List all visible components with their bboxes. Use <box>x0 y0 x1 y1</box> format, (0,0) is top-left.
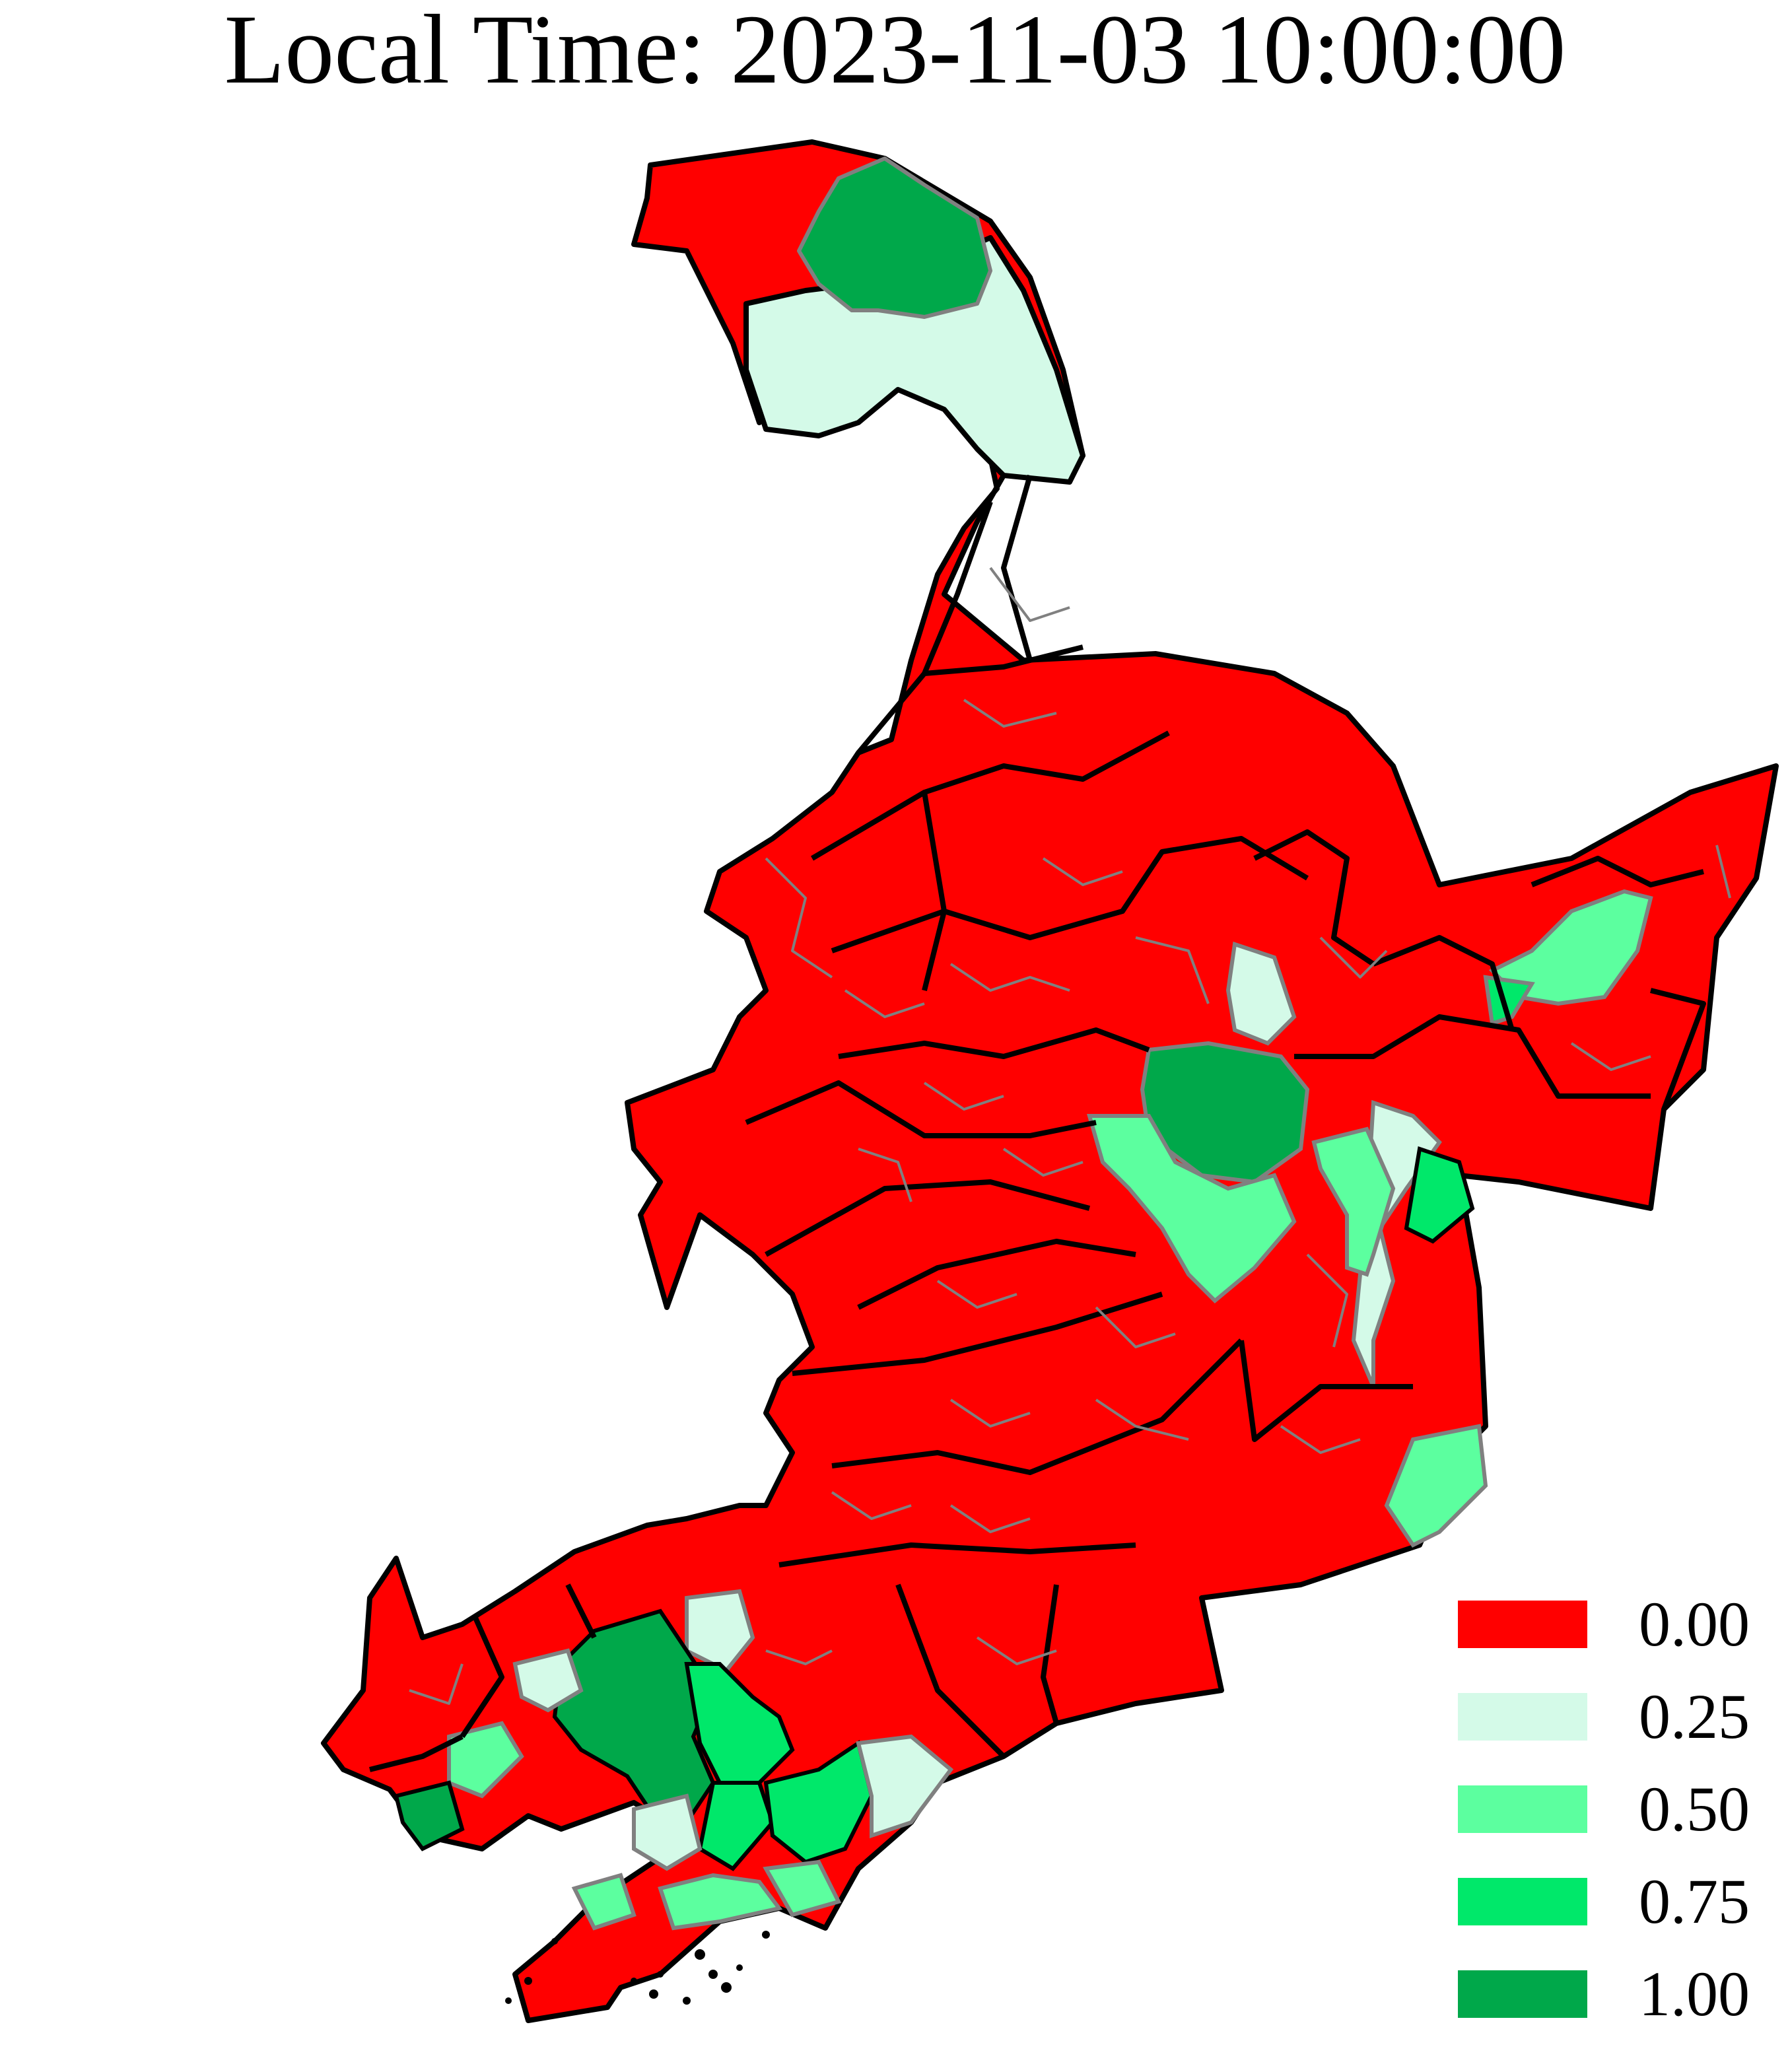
legend-item-2: 0.50 <box>1453 1774 1770 1844</box>
region-southwest-dark-2 <box>394 1780 465 1851</box>
county-borders <box>409 567 1731 1705</box>
region-central-pale <box>1225 942 1297 1046</box>
region-southwest-pale-3 <box>856 1734 954 1839</box>
legend-swatch-3 <box>1458 1878 1587 1925</box>
legend-label-4: 1.00 <box>1639 1958 1750 2029</box>
legend-label-3: 0.75 <box>1639 1866 1750 1937</box>
region-southwest-light-4 <box>763 1859 842 1917</box>
region-central-light <box>1087 1114 1297 1304</box>
legend-item-3: 0.75 <box>1453 1866 1770 1937</box>
region-southwest-light-2 <box>571 1873 637 1931</box>
region-northeast-light <box>1488 889 1653 1006</box>
region-east-light <box>1311 1126 1396 1277</box>
region-southwest-bright-1 <box>684 1662 795 1785</box>
region-central-dark <box>1140 1041 1310 1185</box>
legend-label-0: 0.00 <box>1639 1589 1750 1659</box>
region-southwest-pale-1 <box>685 1589 755 1673</box>
legend-label-1: 0.25 <box>1639 1681 1750 1752</box>
legend: 0.00 0.25 0.50 0.75 1.00 <box>1453 1589 1770 2060</box>
legend-item-4: 1.00 <box>1453 1958 1770 2029</box>
legend-swatch-1 <box>1458 1693 1587 1741</box>
legend-label-2: 0.50 <box>1639 1774 1750 1844</box>
map-title: Local Time: 2023-11-03 10:00:00 <box>224 0 1566 104</box>
islands <box>505 1931 770 2005</box>
region-southeast-light <box>1384 1424 1488 1548</box>
legend-swatch-4 <box>1458 1970 1587 2018</box>
legend-swatch-0 <box>1458 1601 1587 1648</box>
region-southwest-bright-3 <box>763 1740 874 1865</box>
region-east-bright <box>1404 1146 1475 1244</box>
region-southwest-pale-4 <box>632 1793 703 1871</box>
legend-item-0: 0.00 <box>1453 1589 1770 1659</box>
region-southwest-pale-2 <box>512 1648 584 1713</box>
region-southwest-light-3 <box>658 1873 783 1931</box>
region-southwest-light-1 <box>447 1721 524 1799</box>
region-main <box>321 139 1779 2023</box>
legend-swatch-2 <box>1458 1785 1587 1833</box>
legend-item-1: 0.25 <box>1453 1681 1770 1752</box>
region-southwest-bright-2 <box>697 1781 775 1871</box>
region-north-dark <box>797 156 992 319</box>
province-borders <box>369 474 1706 1772</box>
